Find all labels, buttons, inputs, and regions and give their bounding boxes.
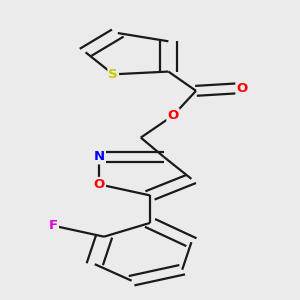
Text: O: O <box>167 109 178 122</box>
Text: F: F <box>49 219 58 232</box>
Text: S: S <box>108 68 118 81</box>
Text: O: O <box>94 178 105 191</box>
Text: N: N <box>94 150 105 164</box>
Text: O: O <box>236 82 247 94</box>
